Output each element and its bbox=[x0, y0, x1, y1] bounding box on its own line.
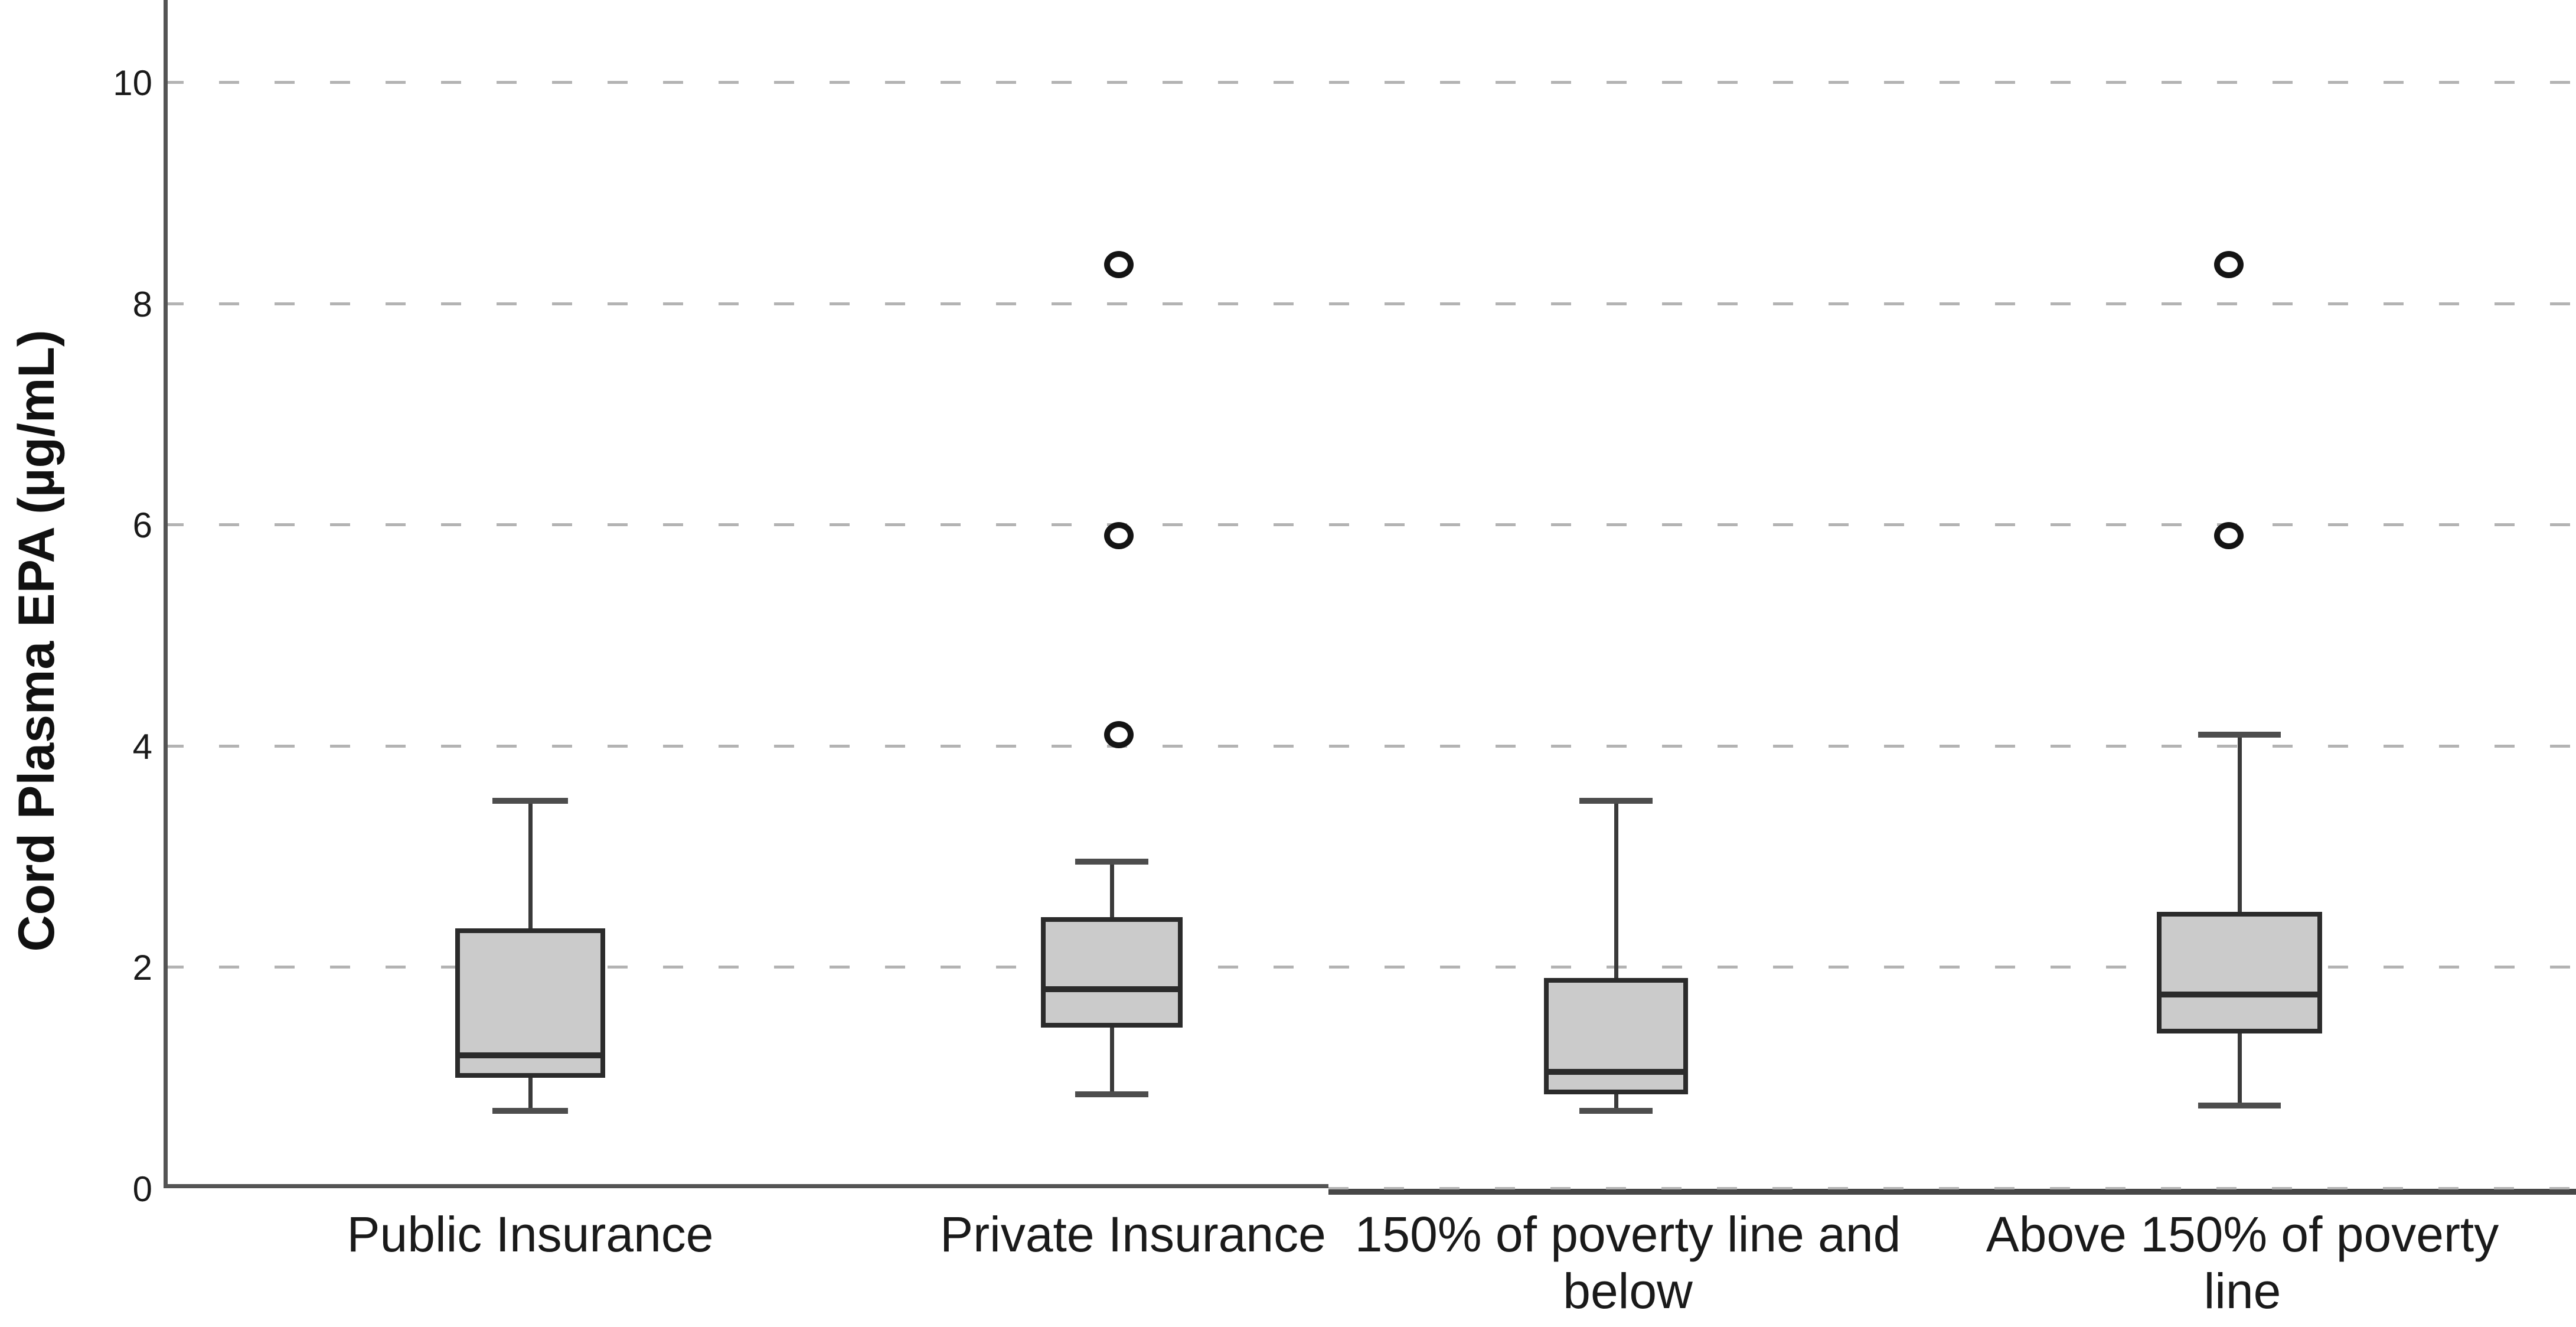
x-axis-right-dash-overlay bbox=[1328, 1187, 2576, 1189]
whisker-cap-high-private-insurance bbox=[1075, 859, 1148, 865]
gridline-y-6 bbox=[164, 523, 2576, 527]
whisker-cap-high-public-insurance bbox=[492, 798, 568, 804]
box-private-insurance bbox=[1041, 917, 1183, 1028]
gridline-y-10 bbox=[164, 81, 2576, 84]
y-tick-label-2: 2 bbox=[132, 948, 152, 988]
y-tick-label-10: 10 bbox=[113, 63, 152, 103]
whisker-cap-high-above-150-of-poverty-line bbox=[2198, 732, 2281, 738]
outlier-private-insurance-1 bbox=[1104, 521, 1134, 549]
median-above-150-of-poverty-line bbox=[2157, 992, 2322, 998]
y-tick-label-6: 6 bbox=[132, 506, 152, 546]
outlier-private-insurance-0 bbox=[1104, 721, 1134, 749]
whisker-cap-low-public-insurance bbox=[492, 1107, 568, 1114]
y-tick-label-4: 4 bbox=[132, 726, 152, 767]
y-tick-label-0: 0 bbox=[132, 1169, 152, 1209]
gridline-y-8 bbox=[164, 302, 2576, 305]
gridline-y-4 bbox=[164, 744, 2576, 748]
median-150-of-poverty-line-and-below bbox=[1544, 1069, 1688, 1075]
x-category-label-private-insurance: Private Insurance bbox=[940, 1207, 1326, 1262]
box-150-of-poverty-line-and-below bbox=[1544, 978, 1688, 1094]
median-public-insurance bbox=[455, 1052, 605, 1059]
whisker-cap-low-150-of-poverty-line-and-below bbox=[1579, 1107, 1653, 1114]
x-axis-line-left bbox=[164, 1184, 1328, 1188]
whisker-cap-low-above-150-of-poverty-line bbox=[2198, 1102, 2281, 1108]
y-axis-line bbox=[164, 0, 168, 1188]
whisker-cap-high-150-of-poverty-line-and-below bbox=[1579, 798, 1653, 804]
gridline-y-2 bbox=[164, 966, 2576, 969]
x-category-label-above-150-of-poverty-line: Above 150% of poverty line bbox=[1986, 1207, 2499, 1319]
y-tick-label-8: 8 bbox=[132, 284, 152, 324]
whisker-cap-low-private-insurance bbox=[1075, 1091, 1148, 1097]
box-above-150-of-poverty-line bbox=[2157, 911, 2322, 1033]
x-category-label-150-of-poverty-line-and-below: 150% of poverty line and below bbox=[1354, 1207, 1901, 1319]
x-axis-line-right bbox=[1328, 1189, 2576, 1195]
median-private-insurance bbox=[1041, 986, 1183, 992]
whisker-stem-150-of-poverty-line-and-below bbox=[1614, 801, 1618, 1111]
outlier-above-150-of-poverty-line-1 bbox=[2214, 251, 2244, 279]
outlier-private-insurance-2 bbox=[1104, 251, 1134, 279]
x-category-label-public-insurance: Public Insurance bbox=[347, 1207, 714, 1262]
outlier-above-150-of-poverty-line-0 bbox=[2214, 521, 2244, 549]
